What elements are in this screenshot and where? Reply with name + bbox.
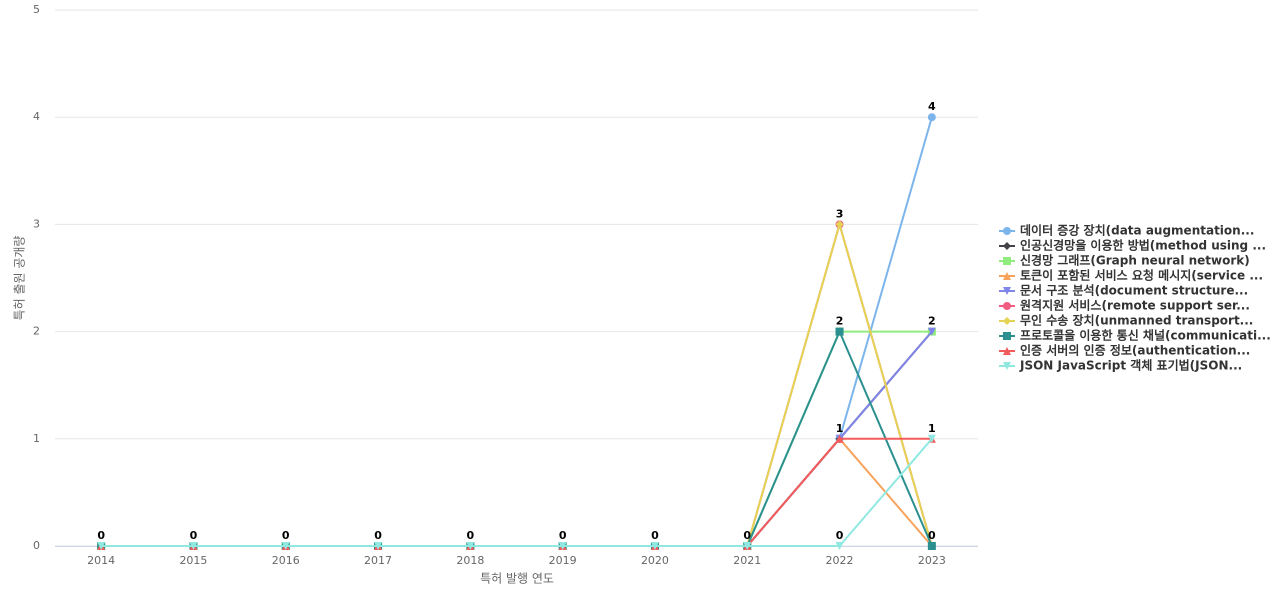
x-tick-label: 2022 [826,554,854,567]
marker [374,542,383,550]
series-line [101,438,933,547]
legend-marker [1003,272,1011,280]
x-tick-label: 2021 [733,554,761,567]
x-tick-label: 2019 [549,554,577,567]
x-tick-label: 2023 [918,554,946,567]
legend-label[interactable]: 토큰이 포함된 서비스 요청 메시지(service ... [1020,268,1263,283]
legend-label[interactable]: 신경망 그래프(Graph neural network) [1020,253,1250,268]
marker [281,542,290,550]
legend-label[interactable]: 무인 수송 장치(unmanned transport... [1020,313,1253,328]
x-tick-label: 2020 [641,554,669,567]
data-label: 2 [836,315,844,328]
marker [835,542,844,550]
marker [466,542,475,550]
data-label: 0 [190,529,198,542]
y-tick-label: 5 [33,3,40,16]
marker [835,220,844,229]
legend-marker [1003,242,1011,250]
data-label: 0 [467,529,475,542]
y-tick-label: 2 [33,325,40,338]
legend-marker [1003,302,1011,310]
data-label: 1 [928,422,936,435]
y-tick-label: 4 [33,110,40,123]
y-tick-label: 1 [33,432,40,445]
legend-label[interactable]: JSON JavaScript 객체 표기법(JSON... [1019,358,1242,373]
marker [927,113,936,122]
legend-marker [1003,362,1011,370]
x-tick-label: 2016 [272,554,300,567]
series-line [101,437,932,547]
y-axis-title: 특허 출원 공개량 [13,236,27,321]
marker [558,542,567,550]
data-label: 0 [651,529,659,542]
marker [650,542,659,550]
y-tick-label: 0 [33,539,40,552]
marker [927,542,936,550]
data-label: 0 [559,529,567,542]
data-label: 0 [374,529,382,542]
marker [927,434,936,443]
data-label: 0 [97,529,105,542]
x-tick-label: 2018 [456,554,484,567]
data-label: 1 [836,422,844,435]
x-axis-title: 특허 발행 연도 [480,571,554,586]
legend-marker [1003,257,1011,265]
x-tick-label: 2017 [364,554,392,567]
legend-marker [1003,227,1011,235]
marker [97,542,106,550]
marker [835,434,844,443]
data-label: 4 [928,100,936,113]
data-label: 0 [743,529,751,542]
x-tick-label: 2014 [87,554,115,567]
data-label: 0 [928,529,936,542]
data-label: 0 [282,529,290,542]
legend-label[interactable]: 문서 구조 분석(document structure... [1020,283,1248,298]
series-line [101,220,933,547]
y-tick-label: 3 [33,217,40,230]
legend-label[interactable]: 인증 서버의 인증 정보(authentication... [1020,343,1250,358]
legend-label[interactable]: 인공신경망을 이용한 방법(method using ... [1020,238,1266,253]
data-label: 0 [836,529,844,542]
legend-label[interactable]: 프로토콜을 이용한 통신 채널(communicati... [1020,328,1271,343]
series-line [101,437,933,547]
marker [189,542,198,550]
legend-marker [1003,332,1011,340]
data-label: 2 [928,315,936,328]
legend-marker [1003,317,1011,325]
legend-label[interactable]: 데이터 증강 장치(data augmentation... [1020,223,1254,238]
series-line [101,220,933,547]
data-label: 3 [836,207,844,220]
marker [743,542,752,550]
marker [835,327,844,336]
legend-marker [1003,287,1011,295]
legend-marker [1003,347,1011,355]
legend-label[interactable]: 원격지원 서비스(remote support ser... [1020,298,1250,313]
x-tick-label: 2015 [179,554,207,567]
marker [927,327,936,336]
